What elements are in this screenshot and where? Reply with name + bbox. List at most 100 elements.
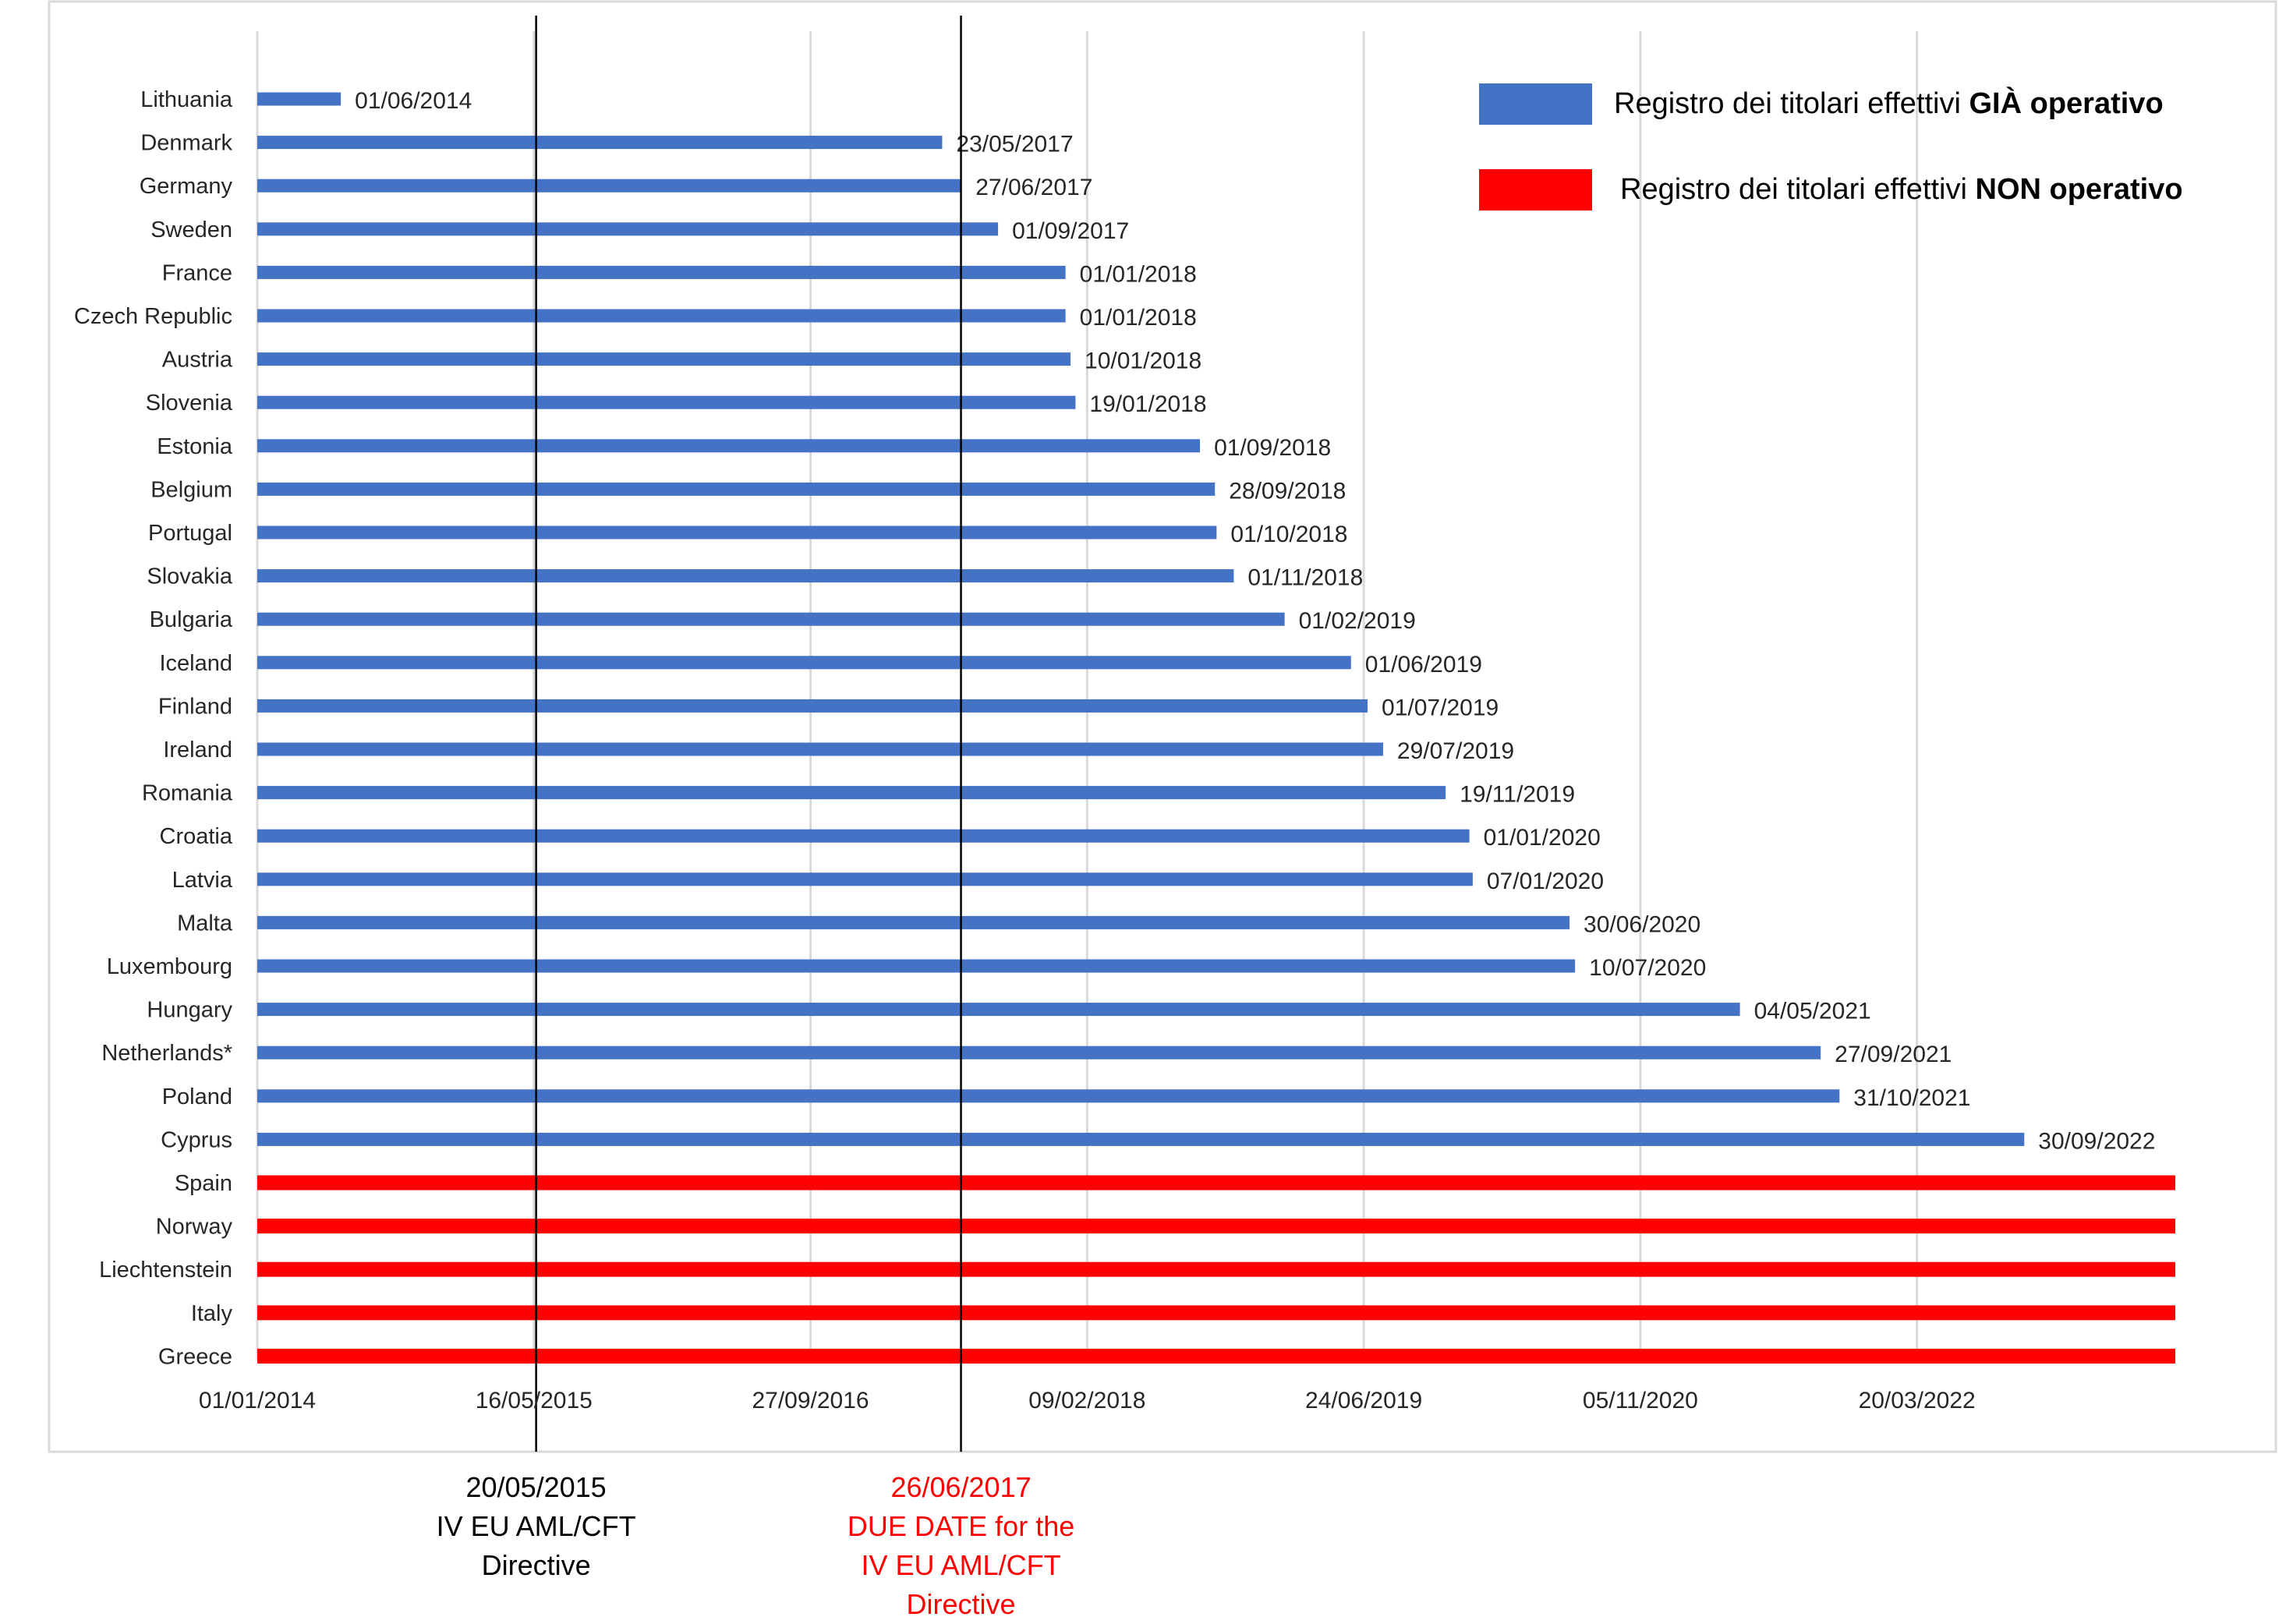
- legend-label-strong: GIÀ operativo: [1969, 86, 2164, 120]
- legend-label: Registro dei titolari effettivi NON oper…: [1620, 173, 2183, 206]
- bar-date-label: 01/07/2019: [1382, 695, 1499, 720]
- bar-date-label: 01/10/2018: [1230, 522, 1347, 547]
- plot-frame: [48, 0, 2277, 1453]
- reference-annotation: DUE DATE for the: [848, 1510, 1074, 1542]
- legend: Registro dei titolari effettivi GIÀ oper…: [1479, 83, 2183, 211]
- country-label: Finland: [158, 694, 232, 719]
- country-label: Denmark: [140, 131, 232, 156]
- bar-date-label: 23/05/2017: [956, 132, 1073, 157]
- country-label: Hungary: [147, 998, 232, 1023]
- bar-date-label: 01/09/2017: [1012, 218, 1129, 244]
- x-tick-label: 20/03/2022: [1859, 1388, 1976, 1413]
- legend-label-prefix: Registro dei titolari effettivi: [1614, 87, 1969, 120]
- bar: [257, 482, 1216, 496]
- bar-date-label: 27/09/2021: [1835, 1042, 1952, 1067]
- bar: [257, 265, 1066, 279]
- x-tick-label: 27/09/2016: [752, 1388, 869, 1413]
- bar-date-label: 01/06/2019: [1365, 652, 1482, 678]
- x-tick-label: 09/02/2018: [1028, 1388, 1145, 1413]
- bar: [257, 1175, 2175, 1191]
- country-label: Czech Republic: [74, 304, 232, 329]
- country-label: Italy: [191, 1301, 233, 1326]
- bar: [257, 525, 1217, 540]
- bar-date-label: 01/01/2020: [1484, 825, 1601, 851]
- bar-date-label: 10/01/2018: [1085, 349, 1201, 374]
- bar-date-label: 27/06/2017: [975, 175, 1092, 200]
- bar: [257, 92, 341, 106]
- country-label: Norway: [156, 1215, 233, 1240]
- bar: [257, 829, 1470, 843]
- bar-date-label: 30/06/2020: [1584, 911, 1700, 937]
- bar-date-label: 01/01/2018: [1080, 261, 1197, 287]
- legend-label-prefix: Registro dei titolari effettivi: [1620, 173, 1976, 206]
- country-label: Netherlands*: [101, 1041, 232, 1066]
- country-label: Estonia: [157, 434, 233, 459]
- country-label: Malta: [177, 911, 233, 936]
- bar: [257, 1348, 2175, 1364]
- legend-label: Registro dei titolari effettivi GIÀ oper…: [1614, 86, 2164, 120]
- country-label: Lithuania: [140, 87, 233, 112]
- bar-date-label: 01/02/2019: [1299, 608, 1416, 634]
- bar: [257, 1219, 2175, 1234]
- bar: [257, 352, 1071, 366]
- country-label: Iceland: [159, 651, 232, 676]
- bar: [257, 1305, 2175, 1321]
- country-label: Belgium: [150, 477, 232, 502]
- bar-date-label: 28/09/2018: [1229, 478, 1346, 504]
- bar-date-label: 31/10/2021: [1853, 1085, 1970, 1111]
- bar-date-label: 07/01/2020: [1487, 869, 1604, 894]
- bar-date-label: 04/05/2021: [1754, 999, 1871, 1024]
- country-label: Austria: [162, 348, 233, 373]
- legend-swatch: [1479, 83, 1592, 125]
- country-label: Ireland: [163, 738, 232, 762]
- reference-annotation: IV EU AML/CFT: [437, 1510, 636, 1542]
- x-tick-label: 01/01/2014: [199, 1388, 316, 1413]
- bar: [257, 915, 1570, 929]
- bar-date-label: 01/01/2018: [1080, 305, 1197, 331]
- x-tick-label: 05/11/2020: [1583, 1388, 1698, 1413]
- bar: [257, 872, 1473, 886]
- bar: [257, 569, 1234, 583]
- bar: [257, 959, 1576, 973]
- x-tick-label: 24/06/2019: [1305, 1388, 1422, 1413]
- country-label: France: [162, 260, 232, 285]
- bar: [257, 179, 962, 193]
- reference-annotation: Directive: [482, 1549, 591, 1581]
- bar: [257, 222, 999, 236]
- country-label: Latvia: [172, 868, 233, 893]
- reference-annotation: Directive: [907, 1588, 1016, 1620]
- country-label: Luxembourg: [107, 954, 232, 979]
- bar-date-label: 29/07/2019: [1397, 738, 1514, 764]
- x-tick-label: 16/05/2015: [476, 1388, 593, 1413]
- country-label: Romania: [142, 781, 233, 806]
- country-label: Bulgaria: [150, 607, 233, 632]
- bar: [257, 1003, 1740, 1017]
- bar: [257, 439, 1201, 453]
- bar: [257, 786, 1446, 800]
- country-label: Sweden: [150, 218, 232, 242]
- bars: [257, 92, 2175, 1364]
- legend-label-strong: NON operativo: [1976, 173, 2183, 206]
- x-axis-ticks: 01/01/2014 16/05/2015 27/09/2016 09/02/2018…: [199, 1388, 1976, 1413]
- country-label: Slovakia: [147, 564, 232, 589]
- bar: [257, 742, 1383, 756]
- legend-swatch: [1479, 169, 1592, 211]
- country-label: Spain: [175, 1171, 232, 1196]
- bar: [257, 309, 1066, 323]
- country-label: Croatia: [160, 824, 233, 849]
- gridlines: [256, 31, 1919, 1360]
- bar-date-label: 01/09/2018: [1214, 435, 1331, 461]
- bar: [257, 1261, 2175, 1277]
- country-label: Portugal: [148, 521, 232, 546]
- bar: [257, 1046, 1821, 1060]
- country-label: Germany: [140, 174, 233, 199]
- bar-date-label: 10/07/2020: [1589, 955, 1706, 981]
- bar: [257, 612, 1285, 626]
- bar-date-label: 19/11/2019: [1460, 782, 1575, 808]
- bar: [257, 656, 1351, 670]
- bar-date-label: 30/09/2022: [2038, 1128, 2155, 1154]
- country-label: Cyprus: [161, 1127, 232, 1152]
- bar: [257, 1132, 2025, 1146]
- bar: [257, 395, 1076, 409]
